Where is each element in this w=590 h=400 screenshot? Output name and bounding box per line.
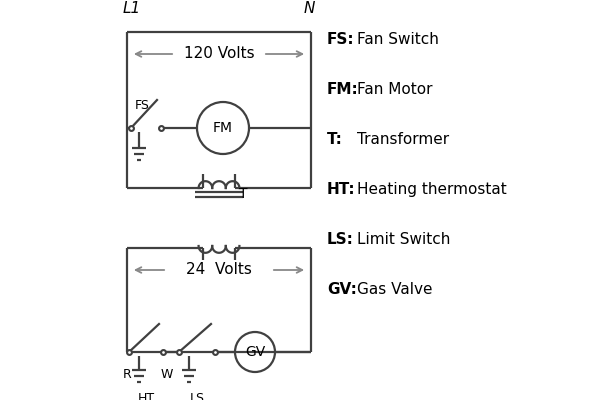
Text: Heating thermostat: Heating thermostat: [357, 182, 507, 197]
Text: R: R: [123, 368, 132, 381]
Text: FM:: FM:: [327, 82, 359, 97]
Text: Gas Valve: Gas Valve: [357, 282, 432, 297]
Text: N: N: [304, 1, 315, 16]
Text: GV:: GV:: [327, 282, 357, 297]
Text: W: W: [161, 368, 173, 381]
Text: 24  Volts: 24 Volts: [186, 262, 252, 278]
Text: L1: L1: [123, 1, 141, 16]
Text: LS:: LS:: [327, 232, 354, 247]
Text: LS: LS: [189, 392, 205, 400]
Text: HT:: HT:: [327, 182, 356, 197]
Text: 120 Volts: 120 Volts: [183, 46, 254, 62]
Text: Fan Motor: Fan Motor: [357, 82, 432, 97]
Text: Fan Switch: Fan Switch: [357, 32, 439, 47]
Text: Limit Switch: Limit Switch: [357, 232, 450, 247]
Text: Transformer: Transformer: [357, 132, 449, 147]
Text: GV: GV: [245, 345, 265, 359]
Text: T:: T:: [327, 132, 343, 147]
Text: FS: FS: [135, 99, 150, 112]
Text: FM: FM: [213, 121, 233, 135]
Text: T: T: [239, 187, 247, 201]
Text: FS:: FS:: [327, 32, 355, 47]
Text: HT: HT: [137, 392, 155, 400]
